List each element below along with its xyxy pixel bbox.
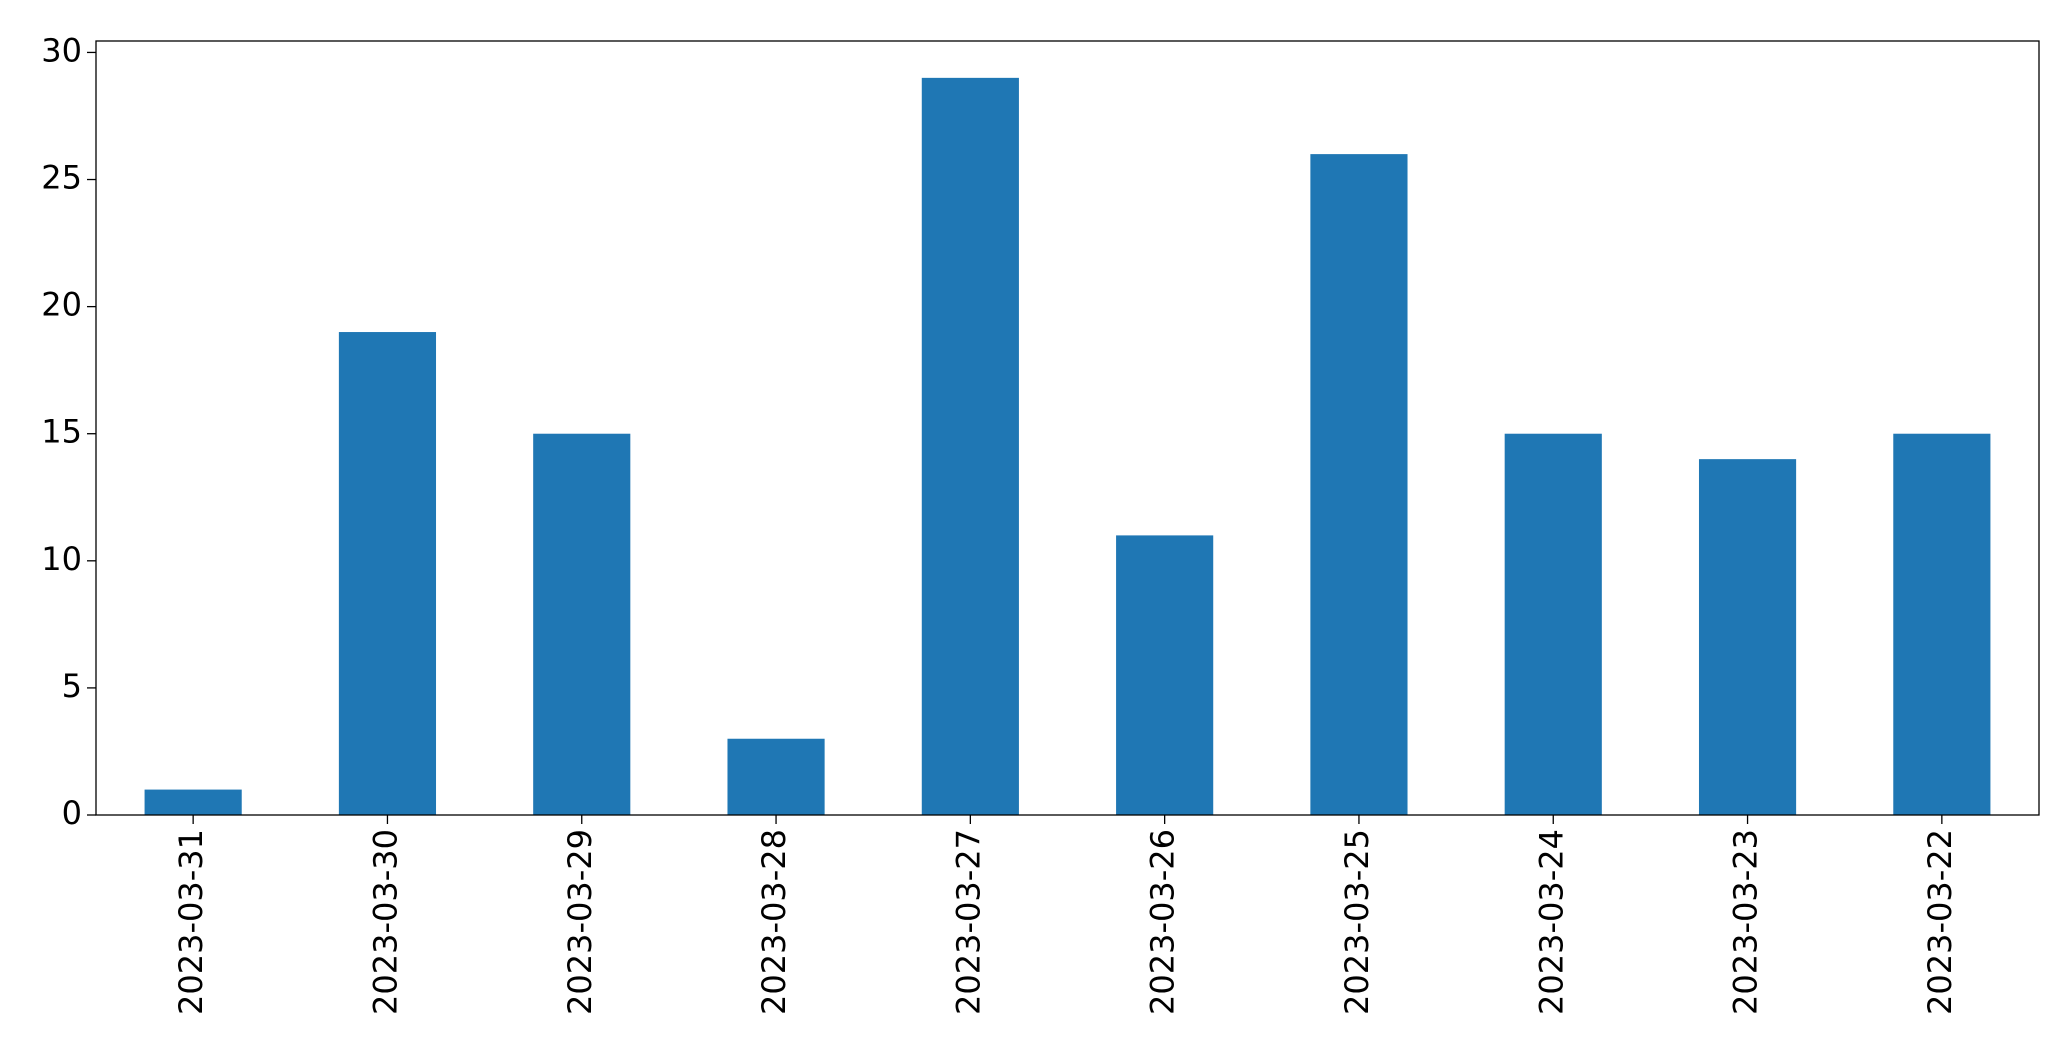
bar bbox=[1698, 459, 1797, 815]
x-tick-label: 2023-03-28 bbox=[755, 829, 793, 1015]
y-tick-label: 0 bbox=[62, 794, 82, 832]
bar bbox=[727, 738, 825, 815]
x-tick-label: 2023-03-27 bbox=[949, 829, 987, 1015]
bar bbox=[533, 433, 631, 815]
x-tick-label: 2023-03-31 bbox=[172, 829, 210, 1015]
y-tick-label: 10 bbox=[41, 540, 82, 578]
x-tick-label: 2023-03-24 bbox=[1532, 829, 1570, 1015]
bar bbox=[921, 77, 1019, 816]
y-tick-label: 15 bbox=[41, 413, 82, 451]
x-tick-label: 2023-03-23 bbox=[1727, 829, 1765, 1015]
x-tick-label: 2023-03-30 bbox=[366, 829, 404, 1015]
y-tick-label: 5 bbox=[62, 667, 82, 705]
y-tick-label: 25 bbox=[41, 159, 82, 197]
bar bbox=[338, 332, 437, 815]
x-tick-label: 2023-03-29 bbox=[561, 829, 599, 1015]
bar bbox=[1893, 433, 1991, 815]
x-tick-label: 2023-03-25 bbox=[1338, 829, 1376, 1015]
y-tick-label: 20 bbox=[41, 286, 82, 324]
x-tick-label: 2023-03-22 bbox=[1921, 829, 1959, 1015]
bar bbox=[1504, 433, 1602, 815]
bar bbox=[1116, 535, 1214, 815]
plot-frame bbox=[95, 40, 2040, 816]
bar bbox=[1310, 154, 1408, 816]
bar bbox=[144, 789, 242, 815]
y-tick-label: 30 bbox=[41, 31, 82, 69]
x-tick-label: 2023-03-26 bbox=[1144, 829, 1182, 1015]
